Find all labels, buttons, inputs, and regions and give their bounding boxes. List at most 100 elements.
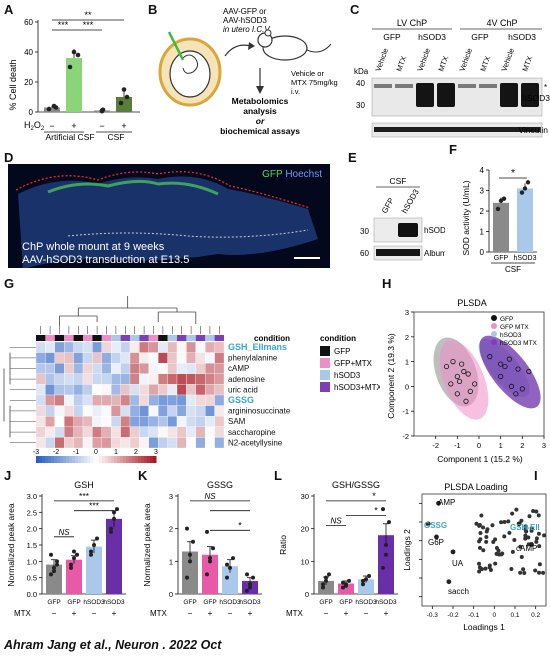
heatmap-cells [35, 341, 225, 449]
arrowhead [256, 86, 264, 94]
heatmap-cell [139, 416, 149, 427]
condition-cell [54, 335, 65, 341]
heatmap-cell [92, 352, 102, 364]
data-point [361, 578, 365, 583]
scatter-point [454, 391, 460, 397]
heatmap-cell [82, 437, 93, 449]
heatmap-cell [148, 363, 159, 374]
condition-cell [73, 335, 83, 341]
row-label: SAM [228, 417, 246, 426]
data-point [109, 526, 113, 531]
x-tick-hsod3: hSOD3 [514, 255, 537, 262]
loading-point [523, 527, 528, 532]
scale-step [51, 456, 55, 463]
loading-point [477, 523, 482, 528]
x-tick-label: GFP [339, 599, 352, 606]
band-hsod3: hSOD3 [522, 93, 550, 103]
heatmap-cell [195, 426, 206, 438]
h2o2-sign: − [49, 121, 54, 131]
bar [182, 551, 198, 594]
stain-hoechst: Hoechst [285, 169, 322, 180]
scale-step [117, 456, 121, 463]
panel-c-blot: LV ChP 4V ChP GFP hSOD3 GFP hSOD3 Vehicl… [354, 18, 550, 138]
scatter-point [513, 391, 519, 397]
panel-j-chart: GSH Normalized peak area 0.0 0.5 1.0 1.5 2.0 2.… [6, 480, 126, 618]
legend-marker [491, 315, 497, 321]
lane-gfp: GFP [380, 196, 396, 215]
white-outline [67, 229, 309, 238]
x-tick-label: GFP [183, 599, 196, 606]
microscopy-image: GFP Hoechst ChP whole mount at 9 weeks A… [8, 164, 330, 268]
x-tick-label: hSOD3 [83, 599, 105, 606]
data-point [381, 507, 385, 512]
heatmap-cell [148, 352, 159, 364]
data-point [53, 105, 59, 110]
y-tick-label: 3 [405, 308, 409, 317]
bar [517, 188, 533, 252]
heatmap-cell [111, 394, 121, 406]
panel-letter: K [138, 468, 148, 483]
heatmap-cell [195, 416, 206, 427]
group-artificial-csf: Artificial CSF [45, 132, 94, 142]
y-tick-label: 4 [480, 166, 485, 175]
heatmap-cell [186, 341, 196, 353]
scale-step [63, 456, 67, 463]
mtx-sign: − [324, 609, 329, 618]
mtx-sign: − [92, 609, 97, 618]
heatmap-cell [205, 437, 215, 449]
heatmap-cell [139, 363, 149, 374]
legend-label: hSOD3 [334, 371, 361, 380]
scatter-point [506, 356, 512, 362]
scale-step [126, 456, 130, 463]
data-point [245, 572, 249, 577]
bar [66, 559, 82, 594]
loading-point [506, 519, 511, 524]
outcome-metabolomics: Metabolomics [232, 96, 289, 106]
heatmap-cell [148, 394, 159, 406]
scale-step [93, 456, 97, 463]
heatmap-cell [45, 437, 55, 449]
nonspecific-band [395, 84, 413, 88]
heatmap-cell [73, 373, 84, 385]
scatter-point [461, 368, 467, 375]
heatmap-cell [111, 341, 121, 353]
heatmap-cell [176, 394, 187, 406]
data-point [525, 180, 531, 185]
heatmap-cell [35, 437, 46, 449]
loading-point [533, 568, 538, 573]
sub-gfp-1: GFP [383, 32, 401, 42]
hsod3-band [437, 83, 455, 107]
heatmap-cell [92, 394, 102, 406]
data-point [248, 585, 252, 590]
loading-point [541, 570, 546, 575]
heatmap-cell [195, 363, 206, 374]
mtx-sign: + [72, 609, 77, 618]
loading-point [490, 523, 495, 528]
data-point [384, 543, 388, 547]
x-axis-label: Component 1 (15.2 %) [437, 454, 523, 464]
y-tick-label: 0 [405, 382, 409, 391]
scatter-point [463, 398, 469, 404]
heatmap-cell [186, 416, 196, 427]
x-tick-label: -0.2 [447, 612, 459, 619]
sig-label: ** [84, 10, 92, 20]
h2o2-sign: − [99, 121, 104, 131]
panel-letter: I [534, 468, 538, 483]
chp-whole-mount [15, 171, 320, 268]
loading-point [537, 544, 542, 549]
injection-line-3: in utero I.C.V. [223, 25, 271, 34]
vinculin-band [374, 127, 540, 132]
scale-step [45, 456, 49, 463]
heatmap-cell [214, 405, 225, 417]
bar [202, 554, 218, 594]
panel-letter: G [4, 276, 15, 291]
heatmap-cell [111, 437, 121, 449]
heatmap-cell [148, 426, 159, 438]
scale-step [99, 456, 103, 463]
y-axis-label: % Cell death [8, 59, 18, 110]
scale-tick: -1 [73, 449, 79, 456]
x-tick-label: GFP [47, 599, 60, 606]
heatmap-cell [158, 352, 168, 364]
nonspecific-band [458, 84, 476, 88]
data-point [112, 510, 116, 515]
